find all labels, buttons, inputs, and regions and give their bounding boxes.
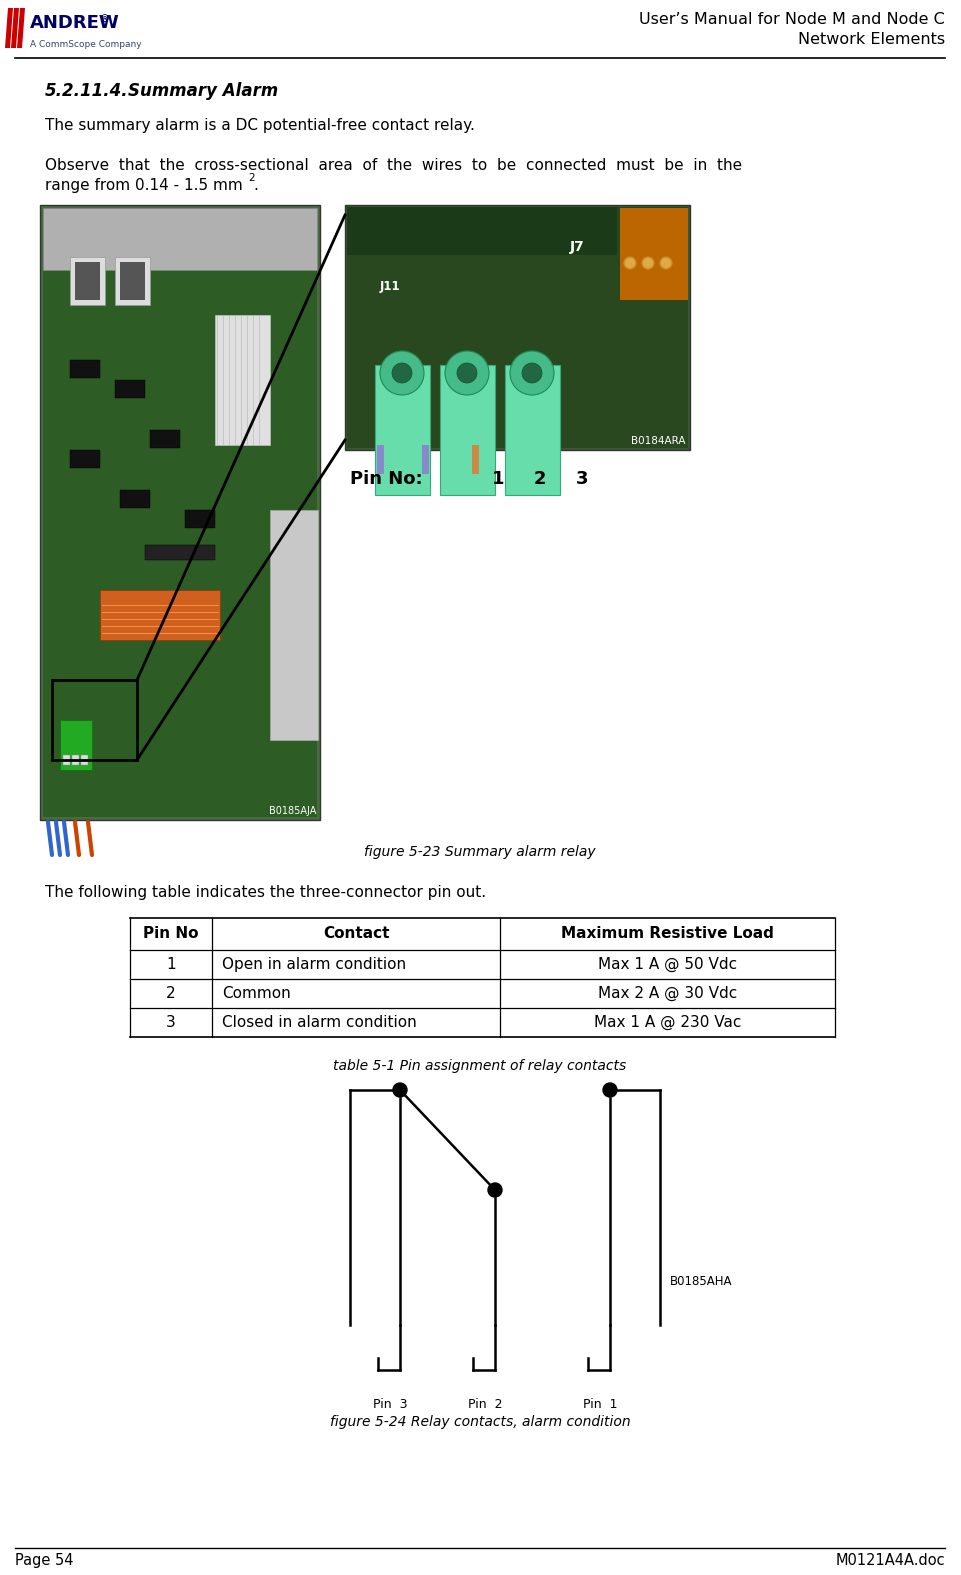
Text: 2: 2	[248, 173, 255, 183]
Polygon shape	[17, 8, 25, 47]
Text: Common: Common	[222, 986, 291, 1002]
Text: 5.2.11.4.: 5.2.11.4.	[45, 82, 129, 99]
Text: Pin No: Pin No	[143, 926, 199, 942]
Text: 2: 2	[166, 986, 176, 1002]
Bar	[52, 680, 137, 761]
Text: J7: J7	[570, 239, 584, 254]
Bar	[43, 208, 317, 817]
Bar	[60, 720, 92, 770]
Text: 3: 3	[166, 1014, 176, 1030]
Circle shape	[522, 362, 542, 383]
Bar	[440, 365, 495, 495]
Text: 3: 3	[576, 469, 588, 488]
Bar	[505, 365, 560, 495]
Text: 1: 1	[492, 469, 505, 488]
Circle shape	[380, 351, 424, 395]
Circle shape	[642, 257, 654, 269]
Bar	[620, 208, 688, 299]
Text: Max 1 A @ 50 Vdc: Max 1 A @ 50 Vdc	[598, 958, 737, 972]
Text: Page 54: Page 54	[15, 1553, 73, 1569]
Bar	[63, 754, 70, 765]
Text: figure 5-23 Summary alarm relay: figure 5-23 Summary alarm relay	[364, 846, 596, 858]
Bar	[270, 510, 318, 740]
Bar	[120, 261, 145, 299]
Text: M0121A4A.doc: M0121A4A.doc	[835, 1553, 945, 1569]
Text: Pin  1: Pin 1	[582, 1399, 617, 1411]
Text: Open in alarm condition: Open in alarm condition	[222, 958, 407, 972]
Text: B0185AJA: B0185AJA	[269, 806, 316, 816]
Circle shape	[603, 1084, 617, 1098]
Polygon shape	[11, 8, 19, 47]
Circle shape	[457, 362, 477, 383]
Polygon shape	[5, 8, 13, 47]
Text: Pin  2: Pin 2	[468, 1399, 503, 1411]
Bar	[145, 545, 215, 561]
Text: J11: J11	[380, 280, 401, 293]
Text: Closed in alarm condition: Closed in alarm condition	[222, 1014, 417, 1030]
Text: User’s Manual for Node M and Node C: User’s Manual for Node M and Node C	[639, 13, 945, 27]
Text: .: .	[253, 178, 258, 194]
Bar	[345, 205, 690, 450]
Text: Observe  that  the  cross-sectional  area  of  the  wires  to  be  connected  mu: Observe that the cross-sectional area of…	[45, 158, 742, 173]
Text: Pin  3: Pin 3	[373, 1399, 407, 1411]
Text: The following table indicates the three-connector pin out.: The following table indicates the three-…	[45, 885, 486, 899]
Text: ANDREW: ANDREW	[30, 14, 120, 32]
Text: The summary alarm is a DC potential-free contact relay.: The summary alarm is a DC potential-free…	[45, 118, 475, 132]
Bar	[120, 490, 150, 509]
Bar	[115, 257, 150, 306]
Text: B0184ARA: B0184ARA	[631, 436, 686, 446]
Text: table 5-1 Pin assignment of relay contacts: table 5-1 Pin assignment of relay contac…	[333, 1058, 627, 1073]
Bar	[70, 361, 100, 378]
Text: Max 2 A @ 30 Vdc: Max 2 A @ 30 Vdc	[598, 986, 737, 1002]
Text: Max 1 A @ 230 Vac: Max 1 A @ 230 Vac	[594, 1014, 741, 1030]
Text: Network Elements: Network Elements	[798, 32, 945, 47]
Circle shape	[445, 351, 489, 395]
Bar	[43, 208, 317, 269]
Bar	[185, 510, 215, 528]
Bar	[115, 380, 145, 398]
Circle shape	[510, 351, 554, 395]
Bar	[72, 754, 79, 765]
Bar	[100, 591, 220, 639]
Circle shape	[660, 257, 672, 269]
Bar	[347, 206, 617, 255]
Circle shape	[392, 362, 412, 383]
Text: Maximum Resistive Load: Maximum Resistive Load	[561, 926, 774, 942]
Circle shape	[624, 257, 636, 269]
Text: figure 5-24 Relay contacts, alarm condition: figure 5-24 Relay contacts, alarm condit…	[330, 1414, 630, 1429]
Text: B0185AHA: B0185AHA	[670, 1276, 732, 1288]
Text: Contact: Contact	[323, 926, 389, 942]
Text: A CommScope Company: A CommScope Company	[30, 39, 141, 49]
Bar	[75, 261, 100, 299]
Text: Summary Alarm: Summary Alarm	[128, 82, 279, 99]
Bar	[81, 754, 88, 765]
Circle shape	[393, 1084, 407, 1098]
Bar	[70, 257, 105, 306]
Text: 1: 1	[166, 958, 176, 972]
Bar	[215, 315, 270, 446]
Text: range from 0.14 - 1.5 mm: range from 0.14 - 1.5 mm	[45, 178, 243, 194]
Bar	[375, 365, 430, 495]
Text: Pin No:: Pin No:	[350, 469, 423, 488]
Circle shape	[488, 1183, 502, 1197]
Bar	[347, 206, 688, 447]
Text: ®: ®	[100, 14, 110, 24]
Text: 2: 2	[533, 469, 546, 488]
Bar	[40, 205, 320, 821]
Bar	[70, 450, 100, 468]
Bar	[150, 430, 180, 447]
